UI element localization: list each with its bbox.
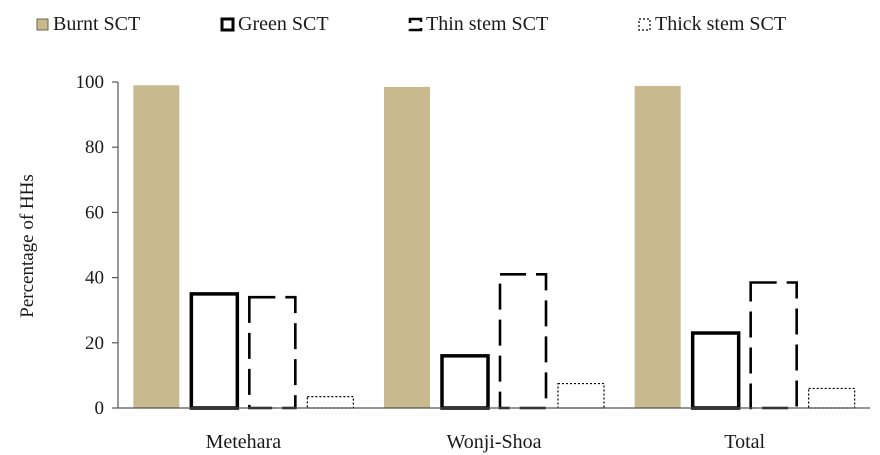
bar-green-sct-metehara [189, 292, 240, 410]
legend-label: Thick stem SCT [655, 13, 786, 35]
bar-thick-stem-sct-metehara [306, 395, 354, 409]
x-axis-ticks: Metehara Wonji-Shoa Total [206, 431, 766, 453]
bars [133, 85, 856, 410]
bar-thick-stem-sct-wonji-shoa [557, 382, 605, 409]
y-axis-label: Percentage of HHs [17, 174, 38, 318]
legend-label: Green SCT [238, 13, 329, 35]
x-tick-label: Total [724, 431, 765, 453]
bar-thin-stem-sct-metehara [248, 295, 297, 410]
bar-green-sct-wonji-shoa [440, 354, 490, 410]
legend-item-green-sct: Green SCT [220, 13, 329, 35]
bar-thick-stem-sct-total [808, 387, 856, 409]
y-tick-label: 60 [85, 202, 104, 223]
legend-item-thin-stem-sct: Thin stem SCT [408, 13, 548, 35]
legend-label: Burnt SCT [53, 13, 140, 35]
y-tick-label: 100 [76, 72, 105, 93]
x-tick-label: Wonji-Shoa [446, 431, 541, 453]
y-axis-ticks: 0 20 40 60 80 100 [76, 72, 118, 419]
y-tick-label: 80 [85, 137, 104, 158]
bar-thin-stem-sct-wonji-shoa [498, 273, 548, 410]
x-tick-label: Metehara [206, 431, 282, 453]
legend-swatch [638, 18, 651, 31]
bar-burnt-sct-wonji-shoa [384, 86, 430, 408]
legend-item-burnt-sct: Burnt SCT [36, 13, 140, 35]
bar-burnt-sct-total [634, 85, 681, 409]
legend-swatch [220, 17, 235, 32]
legend-item-thick-stem-sct: Thick stem SCT [638, 13, 786, 35]
y-tick-label: 0 [95, 398, 105, 419]
y-tick-label: 20 [85, 333, 104, 354]
legend: Burnt SCT Green SCT Thin stem SCT Thick ste… [36, 13, 786, 35]
bar-thin-stem-sct-total [749, 281, 798, 410]
legend-swatch [36, 18, 49, 31]
legend-label: Thin stem SCT [426, 13, 548, 35]
bar-green-sct-total [690, 331, 741, 410]
y-tick-label: 40 [85, 268, 104, 289]
legend-swatch [408, 17, 423, 32]
bar-burnt-sct-metehara [133, 85, 180, 408]
